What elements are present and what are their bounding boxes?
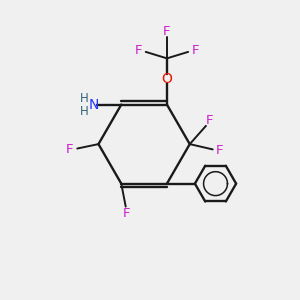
Text: F: F: [206, 114, 214, 127]
Text: F: F: [163, 25, 171, 38]
Text: O: O: [161, 72, 172, 86]
Text: H: H: [80, 92, 89, 105]
Text: F: F: [216, 144, 223, 157]
Text: F: F: [191, 44, 199, 57]
Text: F: F: [135, 44, 142, 57]
Text: N: N: [89, 98, 99, 112]
Text: H: H: [80, 105, 89, 118]
Text: F: F: [66, 143, 74, 156]
Text: F: F: [123, 207, 130, 220]
